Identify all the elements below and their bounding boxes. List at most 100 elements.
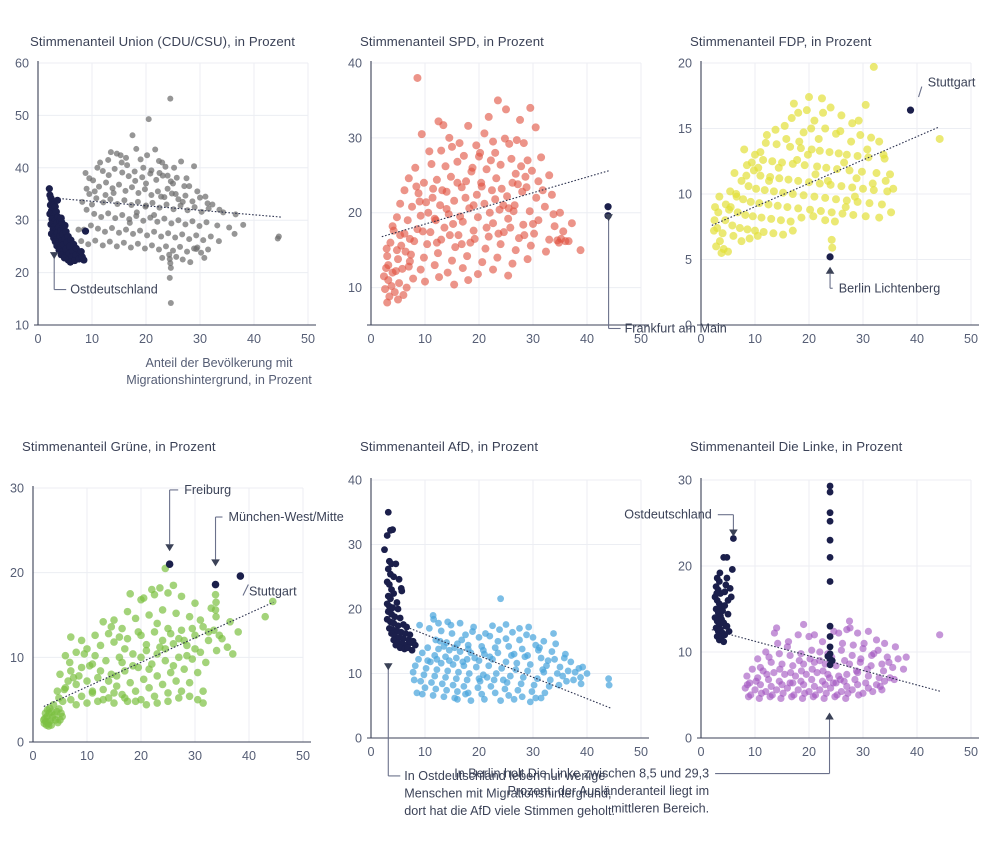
data-point: [134, 240, 141, 247]
data-point: [876, 682, 884, 690]
data-point: [826, 103, 835, 112]
data-point: [424, 208, 433, 217]
data-point: [432, 238, 441, 247]
data-point: [131, 168, 138, 175]
data-point: [769, 187, 778, 196]
x-tick-label: 40: [910, 745, 924, 759]
x-tick-label: 10: [85, 332, 99, 346]
data-point: [481, 244, 490, 253]
data-point: [579, 663, 587, 671]
data-points-main: [75, 95, 282, 306]
annotation-label: Freiburg: [184, 483, 231, 497]
data-point: [67, 667, 75, 675]
data-point: [450, 280, 459, 289]
data-point-highlight: [721, 588, 729, 596]
data-point: [122, 187, 129, 194]
data-point: [489, 265, 498, 274]
data-point: [552, 640, 560, 648]
data-point: [793, 155, 802, 164]
y-tick-label: 20: [348, 603, 362, 617]
data-point: [742, 171, 751, 180]
data-point: [154, 218, 161, 225]
data-point: [399, 291, 408, 300]
data-point: [394, 255, 402, 264]
x-tick-label: 50: [301, 332, 315, 346]
data-point: [421, 684, 429, 692]
x-tick-label: 40: [247, 332, 261, 346]
data-point: [436, 201, 445, 210]
data-point: [405, 257, 414, 266]
data-point: [775, 650, 783, 658]
data-point-highlight: [720, 638, 728, 646]
data-point: [452, 675, 460, 683]
data-point: [777, 694, 785, 703]
y-tick-label: 20: [678, 560, 692, 574]
data-point: [502, 105, 510, 114]
data-point: [155, 246, 162, 253]
annotation-label: mittleren Bereich.: [611, 802, 709, 816]
data-point-highlight: [828, 657, 836, 664]
data-point: [762, 131, 771, 140]
data-point: [808, 665, 816, 673]
data-point: [605, 681, 613, 689]
data-point: [141, 186, 148, 193]
data-point: [200, 237, 207, 244]
data-point: [105, 210, 112, 217]
data-point: [869, 186, 878, 195]
data-point: [564, 667, 572, 675]
data-point: [852, 174, 861, 183]
data-point: [867, 133, 876, 142]
data-point: [102, 656, 110, 665]
data-point: [418, 649, 426, 657]
data-point: [717, 248, 726, 257]
data-point: [478, 258, 487, 267]
data-point: [435, 619, 442, 627]
data-point: [783, 684, 791, 692]
data-point: [526, 241, 535, 250]
x-tick-label: 40: [580, 332, 594, 346]
data-point: [559, 227, 568, 236]
y-tick-label: 10: [678, 646, 692, 660]
data-point: [388, 222, 397, 231]
data-point: [854, 629, 862, 637]
data-point-highlight: [383, 532, 391, 539]
data-point: [396, 199, 405, 208]
data-point: [540, 637, 548, 645]
data-point: [511, 246, 520, 255]
data-point: [413, 73, 422, 82]
data-point: [433, 655, 441, 663]
data-point: [832, 195, 840, 204]
data-point: [492, 174, 501, 183]
data-point: [106, 238, 113, 245]
data-point: [166, 274, 173, 281]
data-point: [417, 677, 425, 685]
data-point: [795, 657, 803, 665]
data-point: [99, 685, 107, 694]
data-point: [545, 171, 554, 180]
data-point: [85, 241, 92, 248]
data-point: [724, 247, 732, 256]
data-point-highlight: [728, 566, 736, 573]
data-point: [437, 146, 446, 155]
data-point: [448, 142, 456, 151]
data-point: [56, 670, 64, 679]
data-point: [841, 657, 849, 665]
data-point: [816, 686, 824, 694]
data-point: [526, 698, 534, 706]
data-point: [201, 254, 208, 261]
data-point: [167, 260, 174, 267]
data-point: [461, 193, 470, 202]
annotation-label: München-West/Mitte: [228, 510, 343, 524]
data-point: [173, 174, 180, 181]
chart-title-spd: Stimmenanteil SPD, in Prozent: [360, 34, 544, 49]
x-tick-label: 20: [802, 745, 816, 759]
data-point: [475, 675, 483, 683]
data-point: [215, 631, 224, 640]
data-point: [104, 677, 113, 685]
data-point-highlight: [719, 607, 726, 615]
data-point-highlight: [906, 106, 915, 114]
data-point-highlight: [723, 622, 731, 630]
data-point: [531, 123, 540, 132]
data-point: [443, 268, 452, 277]
